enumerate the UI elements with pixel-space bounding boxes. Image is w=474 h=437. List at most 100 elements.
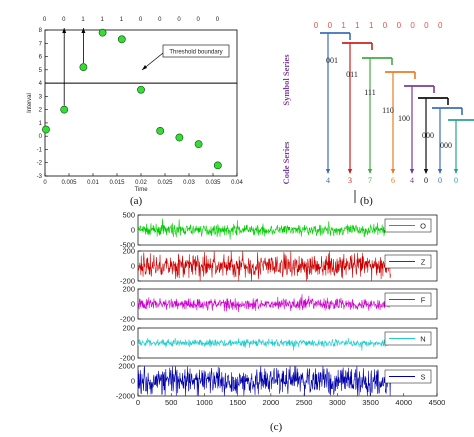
x-tick-label: 0.02 (135, 180, 147, 186)
top-bit-label: 0 (158, 17, 162, 23)
y-tick-label: 7 (39, 41, 43, 47)
code-value: 7 (368, 176, 372, 185)
data-point (137, 85, 145, 94)
symbol-series-label: Symbol Series (281, 54, 291, 106)
symbol-bit: 0 (424, 21, 429, 30)
x-tick-label: 0 (136, 398, 140, 407)
data-point (60, 105, 69, 114)
code-arrow-head (453, 169, 459, 174)
data-point (156, 126, 165, 135)
symbol-bit: 0 (397, 21, 402, 30)
data-point (79, 63, 88, 72)
data-point (213, 161, 222, 170)
caption-a: (a) (130, 195, 143, 207)
code-arrow-head (325, 169, 331, 174)
x-tick-label: 1500 (229, 398, 246, 407)
top-bit-label: 0 (197, 17, 201, 23)
x-tick-label: 3500 (362, 398, 379, 407)
x-tick-label: 500 (165, 398, 178, 407)
x-axis-label: Time (134, 187, 148, 193)
top-bit-label: 0 (216, 17, 220, 23)
code-value: 0 (438, 176, 442, 185)
signal-y-tick-label: -500 (120, 241, 135, 250)
y-tick-label: 8 (39, 28, 43, 34)
code-arrow-head (390, 169, 396, 174)
code-arrow-head (347, 169, 353, 174)
bit-word: 011 (346, 70, 358, 79)
symbol-bit: 0 (328, 21, 333, 30)
code-arrow-head (409, 169, 415, 174)
top-bit-label: 0 (43, 17, 47, 23)
legend-label-N: N (420, 335, 425, 344)
y-tick-label: -2 (37, 161, 43, 167)
legend-label-Z: Z (421, 258, 426, 267)
x-tick-label: 4500 (429, 398, 446, 407)
signal-y-tick-label: 0 (131, 262, 135, 271)
arrow-head (81, 28, 86, 33)
top-bit-label: 0 (62, 17, 66, 23)
signal-y-tick-label: -200 (120, 277, 135, 286)
y-tick-label: -1 (37, 147, 43, 153)
x-tick-label: 3000 (329, 398, 346, 407)
signal-y-tick-label: 0 (131, 300, 135, 309)
x-tick-label: 1000 (196, 398, 213, 407)
symbol-bit: 1 (369, 21, 374, 30)
x-tick-label: 0.015 (109, 180, 125, 186)
signal-trace-O (137, 218, 391, 240)
annotation-box (162, 44, 230, 58)
code-series-label: Code Series (281, 141, 291, 184)
caption-b: (b) (360, 195, 373, 207)
annotation-text: Threshold boundary (169, 50, 222, 56)
y-tick-label: 6 (39, 55, 43, 61)
top-bit-label: 1 (120, 17, 124, 23)
signal-y-tick-label: -200 (120, 354, 135, 363)
x-tick-label: 0 (43, 180, 47, 186)
code-value: 4 (326, 176, 330, 185)
top-bit-label: 0 (177, 17, 181, 23)
top-bit-label: 1 (81, 17, 85, 23)
panel-a-scatter: 0 0.005 0.01 0.015 0.02 0.025 0.03 0.035 0.04 -3 -… (27, 17, 243, 193)
legend-label-F: F (421, 296, 426, 305)
code-value: 3 (348, 176, 352, 185)
x-tick-label: 0.025 (157, 180, 173, 186)
bit-word: 100 (398, 114, 410, 123)
x-tick-label: 0.005 (61, 180, 77, 186)
code-arrow-head (437, 169, 443, 174)
signal-y-tick-label: 0 (131, 226, 135, 235)
signal-trace-F (137, 294, 391, 313)
bit-word: 000 (422, 131, 434, 140)
legend-label-O: O (420, 222, 426, 231)
symbol-bit: 0 (314, 21, 319, 30)
signal-y-tick-label: -2000 (116, 392, 135, 401)
x-tick-label: 2500 (296, 398, 313, 407)
y-tick-label: 3 (39, 94, 43, 100)
y-axis-label: Interval (27, 93, 33, 113)
data-point (98, 28, 107, 37)
symbol-bit: 1 (355, 21, 360, 30)
signal-y-tick-label: -200 (120, 315, 135, 324)
signal-y-tick-label: 200 (122, 247, 135, 256)
top-bit-label: 0 (139, 17, 143, 23)
x-tick-label: 0.035 (205, 180, 221, 186)
x-tick-label: 0.04 (231, 180, 243, 186)
data-point (42, 125, 50, 134)
signal-y-tick-label: 0 (131, 377, 135, 386)
x-tick-label: 2000 (263, 398, 280, 407)
code-value: 4 (410, 176, 414, 185)
code-value: 0 (454, 176, 458, 185)
code-value: 6 (391, 176, 395, 185)
signal-trace-S (137, 366, 391, 396)
caption-c: (c) (270, 421, 283, 433)
symbol-bit: 1 (341, 21, 346, 30)
symbol-bit: 0 (383, 21, 388, 30)
panel-c-signals: 5000-500O2000-200Z2000-200F2000-200N2000… (116, 211, 446, 408)
legend-label-S: S (420, 373, 425, 382)
x-tick-label: 4000 (395, 398, 412, 407)
signal-trace-N (137, 337, 391, 351)
bit-word: 110 (382, 106, 394, 115)
y-tick-label: 5 (39, 68, 43, 74)
data-point (194, 140, 203, 149)
signal-y-tick-label: 2000 (118, 362, 135, 371)
